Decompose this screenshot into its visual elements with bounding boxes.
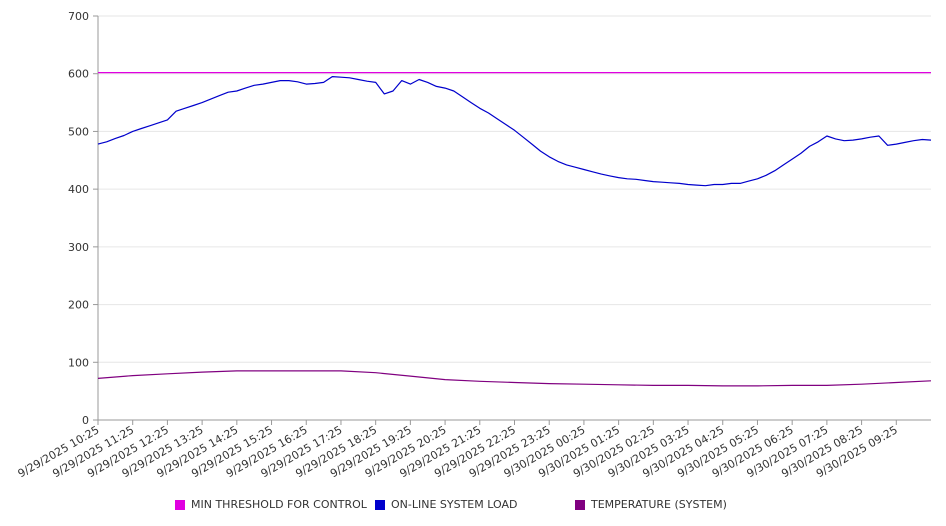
legend-swatch-system-load	[375, 499, 385, 510]
y-tick-label: 400	[68, 183, 89, 196]
legend-item-system-load: ON-LINE SYSTEM LOAD	[375, 498, 517, 511]
legend-item-threshold: MIN THRESHOLD FOR CONTROL	[175, 498, 367, 511]
y-axis-tick-labels: 0 100 200 300 400 500 600 700	[68, 10, 89, 427]
series-line-temperature	[97, 370, 932, 387]
line-chart: 0 100 200 300 400 500 600 700 9/29/2025 10:259/…	[16, 10, 932, 480]
legend-label-temperature: TEMPERATURE (SYSTEM)	[591, 498, 727, 511]
y-tick-label: 200	[68, 299, 89, 312]
y-tick-label: 500	[68, 125, 89, 138]
y-tick-label: 100	[68, 356, 89, 369]
y-tick-label: 600	[68, 68, 89, 81]
legend-label-system-load: ON-LINE SYSTEM LOAD	[391, 498, 518, 511]
legend-swatch-threshold	[175, 499, 185, 510]
legend-label-threshold: MIN THRESHOLD FOR CONTROL	[191, 498, 367, 511]
axes	[93, 15, 931, 425]
series-lines	[97, 71, 932, 387]
y-tick-label: 300	[68, 241, 89, 254]
x-axis-tick-labels: 9/29/2025 10:259/29/2025 11:259/29/2025 …	[16, 423, 900, 480]
gridlines	[98, 15, 931, 363]
legend: MIN THRESHOLD FOR CONTROL ON-LINE SYSTEM…	[0, 498, 946, 514]
y-tick-label: 0	[82, 414, 89, 427]
y-tick-label: 700	[68, 10, 89, 23]
legend-swatch-temperature	[575, 499, 585, 510]
series-line-system-load	[97, 75, 932, 187]
legend-item-temperature: TEMPERATURE (SYSTEM)	[575, 498, 727, 511]
